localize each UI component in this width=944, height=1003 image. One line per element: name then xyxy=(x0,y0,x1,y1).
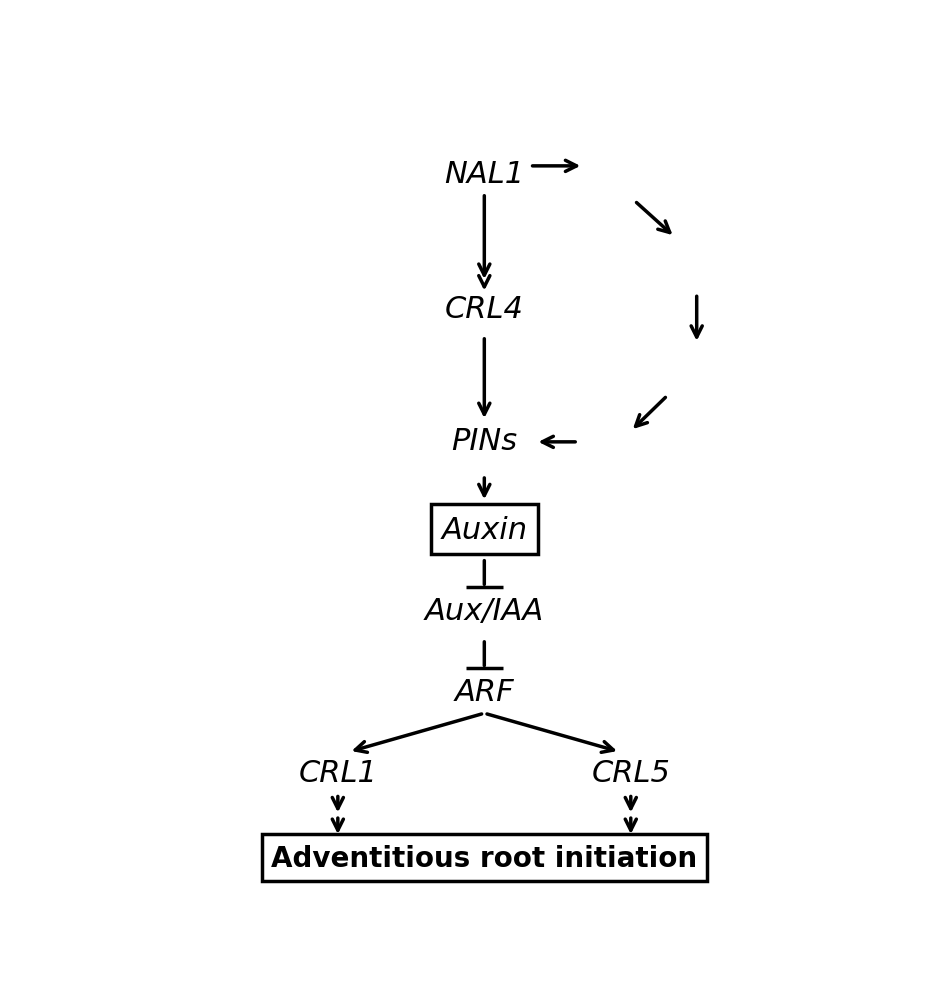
Text: Auxin: Auxin xyxy=(441,516,527,545)
Text: ARF: ARF xyxy=(454,677,514,706)
Text: CRL1: CRL1 xyxy=(298,758,377,787)
Text: NAL1: NAL1 xyxy=(444,159,524,189)
Text: Adventitious root initiation: Adventitious root initiation xyxy=(271,844,697,872)
Text: CRL5: CRL5 xyxy=(591,758,669,787)
Text: Aux/IAA: Aux/IAA xyxy=(424,597,544,625)
Text: CRL4: CRL4 xyxy=(445,295,523,324)
Text: PINs: PINs xyxy=(451,426,516,455)
